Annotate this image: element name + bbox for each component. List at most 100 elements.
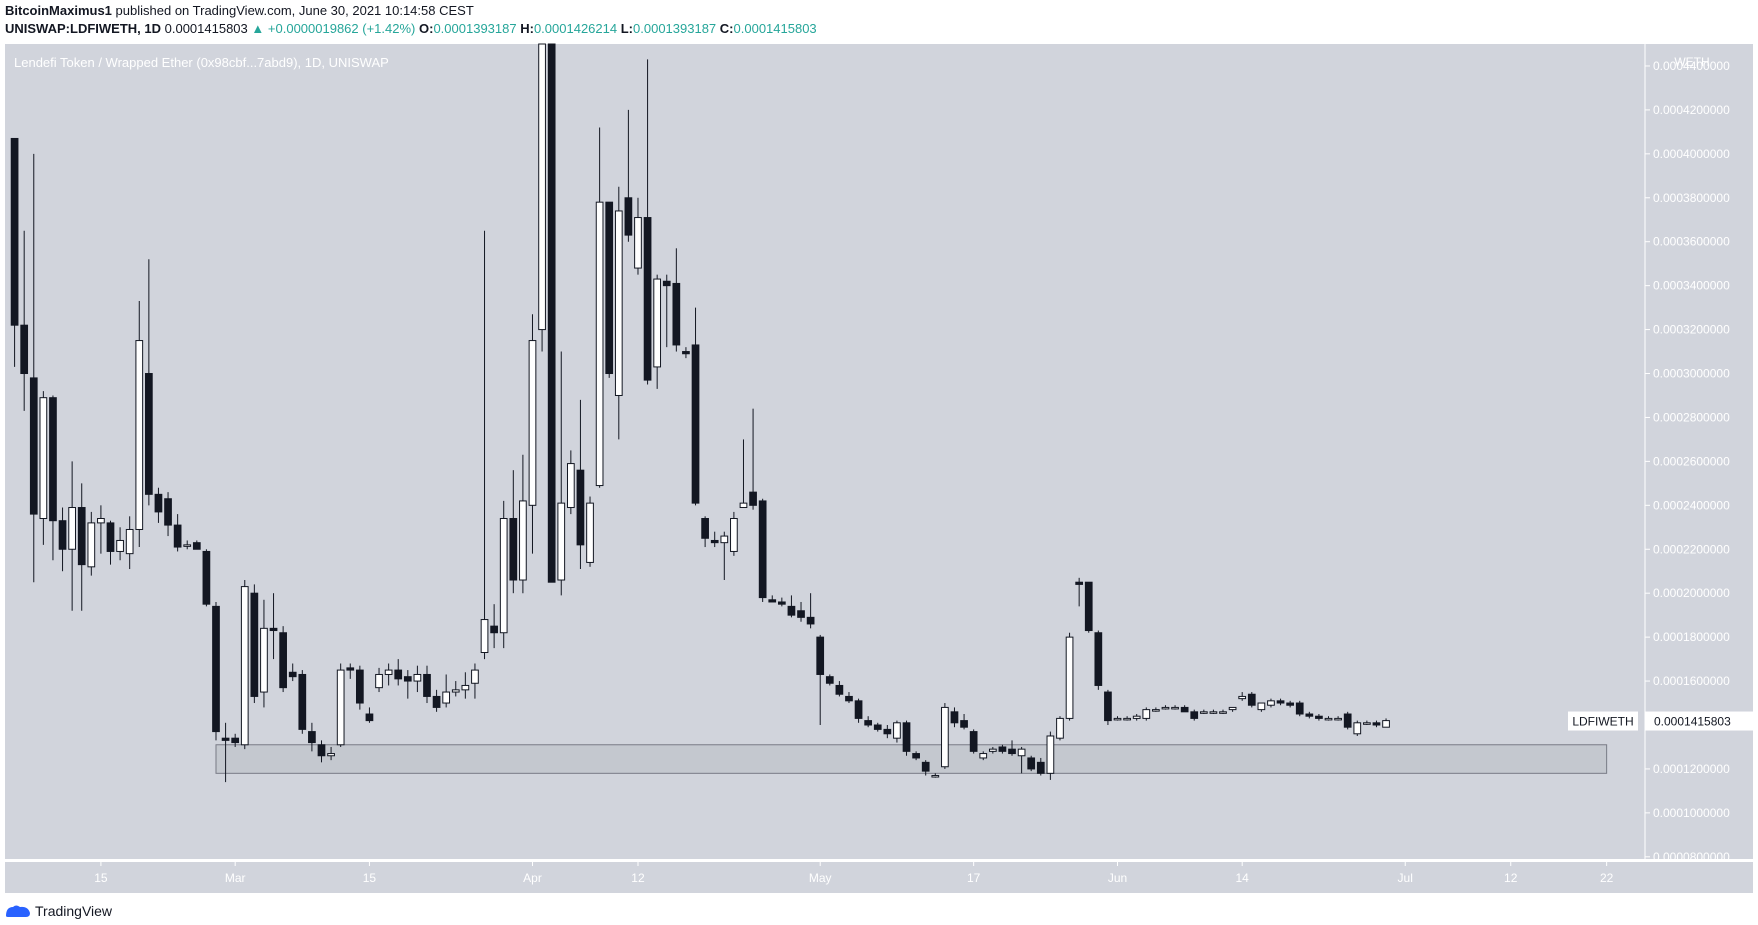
candle[interactable] bbox=[912, 751, 920, 761]
candle[interactable] bbox=[1132, 714, 1141, 721]
candle[interactable] bbox=[998, 744, 1007, 754]
candle[interactable] bbox=[1382, 718, 1390, 728]
candle[interactable] bbox=[595, 127, 604, 488]
candle[interactable] bbox=[509, 470, 518, 594]
candle[interactable] bbox=[1295, 700, 1304, 717]
candle[interactable] bbox=[749, 408, 757, 510]
candle[interactable] bbox=[145, 259, 153, 506]
candle[interactable] bbox=[39, 391, 48, 545]
candle[interactable] bbox=[1008, 740, 1016, 756]
time-axis[interactable] bbox=[5, 862, 1753, 893]
candle[interactable] bbox=[739, 439, 748, 509]
candle[interactable] bbox=[346, 663, 355, 679]
candle[interactable] bbox=[1334, 716, 1342, 721]
candle[interactable] bbox=[1305, 711, 1314, 719]
candle[interactable] bbox=[1113, 716, 1122, 721]
candle[interactable] bbox=[902, 720, 911, 756]
candle[interactable] bbox=[384, 663, 393, 686]
candle[interactable] bbox=[423, 665, 431, 704]
candle[interactable] bbox=[825, 674, 834, 686]
candle[interactable] bbox=[403, 670, 412, 699]
candle[interactable] bbox=[1027, 755, 1036, 772]
candle[interactable] bbox=[1343, 711, 1352, 730]
candle[interactable] bbox=[816, 634, 825, 725]
candle[interactable] bbox=[1228, 706, 1237, 712]
candle[interactable] bbox=[720, 531, 729, 581]
candle[interactable] bbox=[854, 698, 863, 723]
candle[interactable] bbox=[1075, 577, 1084, 607]
candle[interactable] bbox=[1257, 702, 1266, 712]
candle[interactable] bbox=[1161, 705, 1170, 710]
candle[interactable] bbox=[988, 746, 997, 754]
candle[interactable] bbox=[1324, 716, 1333, 721]
candle[interactable] bbox=[164, 492, 172, 537]
candle[interactable] bbox=[1190, 709, 1199, 721]
candle[interactable] bbox=[893, 720, 901, 743]
candle[interactable] bbox=[672, 248, 681, 352]
candle[interactable] bbox=[202, 549, 211, 607]
candle[interactable] bbox=[49, 395, 57, 561]
candle[interactable] bbox=[806, 593, 815, 629]
candle[interactable] bbox=[288, 663, 297, 682]
candle[interactable] bbox=[777, 597, 786, 607]
candle[interactable] bbox=[605, 201, 614, 378]
candle[interactable] bbox=[192, 540, 201, 550]
candle[interactable] bbox=[279, 626, 287, 693]
candle[interactable] bbox=[451, 681, 460, 697]
candle[interactable] bbox=[269, 593, 278, 660]
candle[interactable] bbox=[835, 681, 844, 697]
candle[interactable] bbox=[1056, 716, 1064, 741]
candle[interactable] bbox=[480, 230, 489, 660]
candle[interactable] bbox=[1065, 632, 1074, 721]
candle[interactable] bbox=[413, 665, 422, 693]
candle[interactable] bbox=[1209, 709, 1218, 715]
candle[interactable] bbox=[1238, 692, 1247, 701]
candle[interactable] bbox=[77, 483, 86, 611]
candle[interactable] bbox=[864, 716, 873, 728]
plot-area[interactable] bbox=[5, 44, 1645, 859]
candle[interactable] bbox=[135, 301, 144, 548]
candle[interactable] bbox=[547, 43, 556, 583]
candle[interactable] bbox=[931, 773, 940, 778]
candle[interactable] bbox=[1363, 720, 1371, 725]
candle[interactable] bbox=[1094, 630, 1103, 690]
candle[interactable] bbox=[1104, 689, 1112, 725]
candle[interactable] bbox=[97, 505, 105, 554]
candle[interactable] bbox=[960, 714, 968, 730]
candle[interactable] bbox=[355, 665, 364, 710]
price-axis[interactable] bbox=[1645, 44, 1753, 859]
candle[interactable] bbox=[873, 722, 882, 732]
candle[interactable] bbox=[29, 153, 38, 583]
candle[interactable] bbox=[240, 580, 249, 750]
candle[interactable] bbox=[941, 703, 949, 769]
candle[interactable] bbox=[566, 450, 575, 515]
candle[interactable] bbox=[394, 659, 403, 686]
candle[interactable] bbox=[1036, 757, 1045, 776]
candle[interactable] bbox=[519, 454, 527, 594]
candle[interactable] bbox=[499, 500, 508, 649]
candle[interactable] bbox=[538, 43, 546, 352]
candle[interactable] bbox=[116, 527, 124, 561]
candle[interactable] bbox=[87, 511, 96, 576]
candle[interactable] bbox=[883, 724, 892, 739]
candle[interactable] bbox=[298, 670, 307, 734]
candle[interactable] bbox=[1123, 716, 1131, 721]
candle[interactable] bbox=[701, 516, 709, 548]
candle[interactable] bbox=[1171, 705, 1179, 710]
candle[interactable] bbox=[442, 674, 451, 708]
candle[interactable] bbox=[432, 689, 441, 712]
candle[interactable] bbox=[1142, 707, 1151, 721]
candle[interactable] bbox=[1276, 698, 1285, 706]
candle[interactable] bbox=[576, 399, 585, 570]
candle[interactable] bbox=[336, 663, 345, 747]
candle[interactable] bbox=[1180, 705, 1189, 713]
candle[interactable] bbox=[730, 511, 738, 556]
candle[interactable] bbox=[212, 601, 220, 741]
candle[interactable] bbox=[490, 604, 498, 649]
candle[interactable] bbox=[624, 109, 633, 242]
candle[interactable] bbox=[710, 531, 719, 548]
candle[interactable] bbox=[653, 274, 662, 389]
candle[interactable] bbox=[1286, 700, 1295, 708]
candle[interactable] bbox=[327, 746, 335, 761]
